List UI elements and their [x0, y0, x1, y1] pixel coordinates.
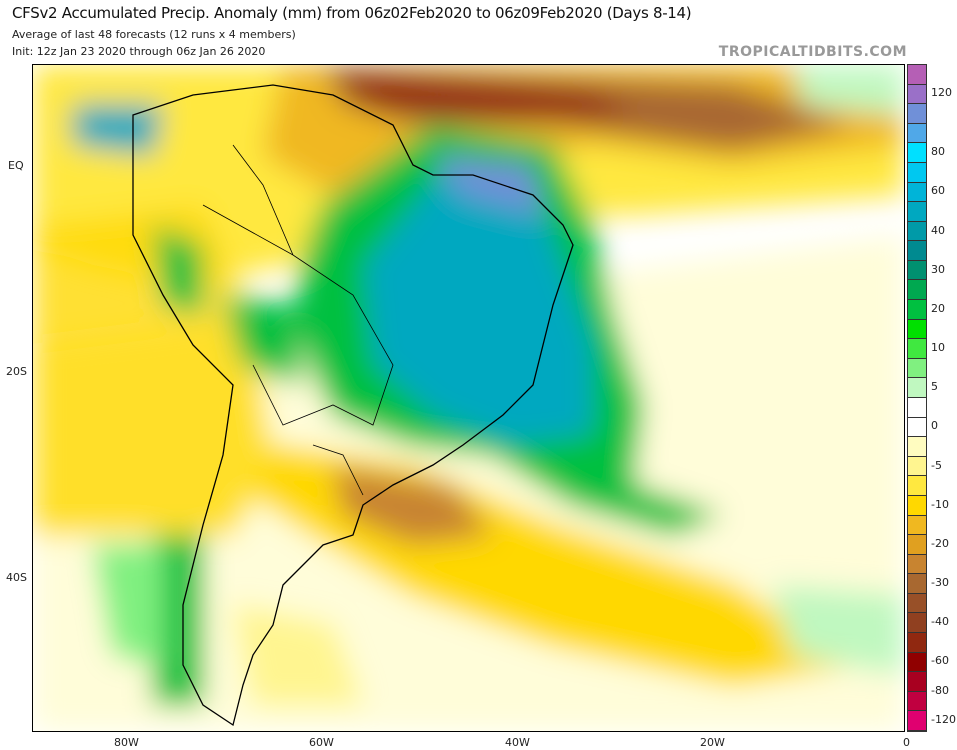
colorbar	[907, 64, 927, 732]
colorbar-label: 40	[931, 223, 945, 237]
colorbar-label: -40	[931, 615, 949, 629]
colorbar-label: 120	[931, 86, 952, 100]
colorbar-label: -120	[931, 713, 956, 727]
colorbar-label: -80	[931, 683, 949, 697]
colorbar-segment	[908, 65, 926, 85]
colorbar-label: 80	[931, 145, 945, 159]
colorbar-segment	[908, 241, 926, 261]
colorbar-segment	[908, 456, 926, 477]
colorbar-segment	[908, 123, 926, 144]
brand-watermark: TROPICALTIDBITS.COM	[718, 44, 907, 60]
precip-anomaly-map	[32, 64, 905, 732]
colorbar-label: -60	[931, 654, 949, 668]
colorbar-segment	[908, 378, 926, 398]
colorbar-segment	[908, 417, 926, 438]
colorbar-segment	[908, 104, 926, 124]
colorbar-segment	[908, 221, 926, 242]
lon-label-60w: 60W	[309, 736, 334, 749]
map-title: CFSv2 Accumulated Precip. Anomaly (mm) f…	[12, 4, 692, 22]
colorbar-label: -30	[931, 576, 949, 590]
colorbar-segment	[908, 593, 926, 614]
colorbar-segment	[908, 143, 926, 163]
colorbar-label: 30	[931, 262, 945, 276]
colorbar-segment	[908, 613, 926, 634]
lat-label-eq: EQ	[8, 159, 24, 172]
anomaly-field	[33, 65, 904, 731]
colorbar-label: 60	[931, 184, 945, 198]
lon-label-40w: 40W	[505, 736, 530, 749]
lat-label-20s: 20S	[6, 365, 27, 378]
colorbar-segment	[908, 711, 926, 731]
colorbar-segment	[908, 162, 926, 183]
colorbar-label: -5	[931, 458, 942, 472]
coastline	[132, 84, 574, 727]
colorbar-label: 5	[931, 380, 938, 394]
colorbar-label: 10	[931, 341, 945, 355]
colorbar-segment	[908, 495, 926, 516]
lat-label-40s: 40S	[6, 571, 27, 584]
colorbar-segment	[908, 554, 926, 575]
colorbar-segment	[908, 437, 926, 457]
colorbar-segment	[908, 182, 926, 203]
colorbar-segment	[908, 574, 926, 594]
colorbar-segment	[908, 535, 926, 555]
lon-label-20w: 20W	[700, 736, 725, 749]
colorbar-segment	[908, 202, 926, 222]
colorbar-segment	[908, 300, 926, 320]
lon-label-80w: 80W	[114, 736, 139, 749]
colorbar-segment	[908, 84, 926, 105]
colorbar-segment	[908, 358, 926, 379]
colorbar-label: -20	[931, 536, 949, 550]
colorbar-segment	[908, 652, 926, 673]
init-time: Init: 12z Jan 23 2020 through 06z Jan 26…	[12, 45, 266, 58]
colorbar-segment	[908, 280, 926, 301]
colorbar-label: 0	[931, 419, 938, 433]
colorbar-label: 20	[931, 301, 945, 315]
colorbar-segment	[908, 260, 926, 281]
map-field	[33, 65, 904, 731]
colorbar-segment	[908, 398, 926, 418]
colorbar-segment	[908, 633, 926, 653]
colorbar-segment	[908, 476, 926, 496]
colorbar-segment	[908, 319, 926, 340]
colorbar-label: -10	[931, 497, 949, 511]
colorbar-segment	[908, 691, 926, 712]
colorbar-segment	[908, 672, 926, 692]
colorbar-segment	[908, 339, 926, 359]
map-subtitle: Average of last 48 forecasts (12 runs x …	[12, 28, 296, 41]
colorbar-segment	[908, 515, 926, 536]
lon-label-0: 0	[903, 736, 910, 749]
